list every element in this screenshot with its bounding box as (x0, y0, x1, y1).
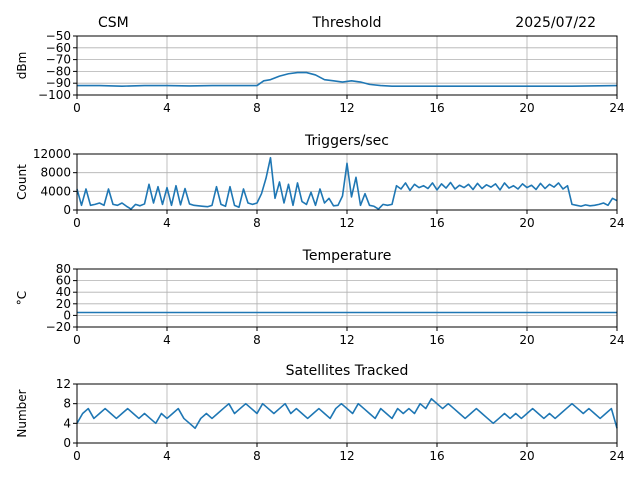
chart-2-ytick-label: 4000 (40, 184, 71, 198)
chart-2-series-line (76, 156, 618, 210)
chart-3-ytick-label: 60 (56, 274, 71, 288)
chart-3-xtick-label: 4 (163, 333, 171, 347)
chart-3-xtick-label: 16 (429, 333, 444, 347)
chart-2-xtick-label: 16 (429, 216, 444, 230)
chart-1-ytick-label: −50 (46, 29, 71, 43)
left-header: CSM (98, 15, 129, 31)
chart-3-title: Temperature (302, 248, 392, 264)
chart-2-xtick-label: 20 (519, 216, 534, 230)
chart-4-ytick-label: 12 (56, 377, 71, 391)
chart-3-ylabel: °C (15, 291, 29, 305)
chart-1-xtick-label: 0 (73, 101, 81, 115)
chart-4-ytick-label: 8 (63, 397, 71, 411)
chart-3-ytick-label: −20 (46, 320, 71, 334)
chart-1-ytick-label: −100 (38, 88, 71, 102)
chart-1-ytick-label: −60 (46, 41, 71, 55)
chart-2-title: Triggers/sec (304, 133, 389, 149)
chart-2-ytick-label: 8000 (40, 166, 71, 180)
chart-1-xtick-label: 4 (163, 101, 171, 115)
right-header: 2025/07/22 (515, 15, 596, 31)
chart-1-xtick-label: 20 (519, 101, 534, 115)
chart-2-ytick-label: 12000 (33, 147, 71, 161)
chart-1-xtick-label: 8 (253, 101, 261, 115)
chart-4-title: Satellites Tracked (286, 363, 409, 379)
chart-3-xtick-label: 20 (519, 333, 534, 347)
chart-3-ytick-label: 0 (63, 308, 71, 322)
chart-3-xtick-label: 8 (253, 333, 261, 347)
chart-3-xtick-label: 12 (339, 333, 354, 347)
chart-3-xtick-label: 0 (73, 333, 81, 347)
chart-1-xtick-label: 12 (339, 101, 354, 115)
chart-3-xtick-label: 24 (609, 333, 624, 347)
chart-4-xtick-label: 24 (609, 449, 624, 463)
chart-3-ytick-label: 20 (56, 297, 71, 311)
chart-3-ytick-label: 40 (56, 285, 71, 299)
chart-1-ylabel: dBm (15, 52, 29, 80)
chart-4-xtick-label: 0 (73, 449, 81, 463)
chart-1-ytick-label: −80 (46, 64, 71, 78)
chart-4-xtick-label: 20 (519, 449, 534, 463)
chart-4-xtick-label: 4 (163, 449, 171, 463)
chart-1-ytick-label: −70 (46, 53, 71, 67)
chart-3-ytick-label: 80 (56, 262, 71, 276)
chart-1-xtick-label: 24 (609, 101, 624, 115)
chart-4-ytick-label: 4 (63, 416, 71, 430)
chart-4-series-line (76, 397, 618, 430)
chart-2-xtick-label: 8 (253, 216, 261, 230)
chart-4-ytick-label: 0 (63, 436, 71, 450)
chart-2-ytick-label: 0 (63, 203, 71, 217)
chart-2-xtick-label: 4 (163, 216, 171, 230)
chart-4-ylabel: Number (15, 389, 29, 437)
chart-1-title: Threshold (312, 15, 382, 31)
chart-4-xtick-label: 8 (253, 449, 261, 463)
chart-4-xtick-label: 12 (339, 449, 354, 463)
chart-2-ylabel: Count (15, 164, 29, 200)
chart-1-xtick-label: 16 (429, 101, 444, 115)
chart-2-xtick-label: 12 (339, 216, 354, 230)
chart-2-xtick-label: 0 (73, 216, 81, 230)
chart-1-ytick-label: −90 (46, 76, 71, 90)
chart-4-xtick-label: 16 (429, 449, 444, 463)
chart-2-xtick-label: 24 (609, 216, 624, 230)
chart-1-series-line (77, 71, 618, 87)
